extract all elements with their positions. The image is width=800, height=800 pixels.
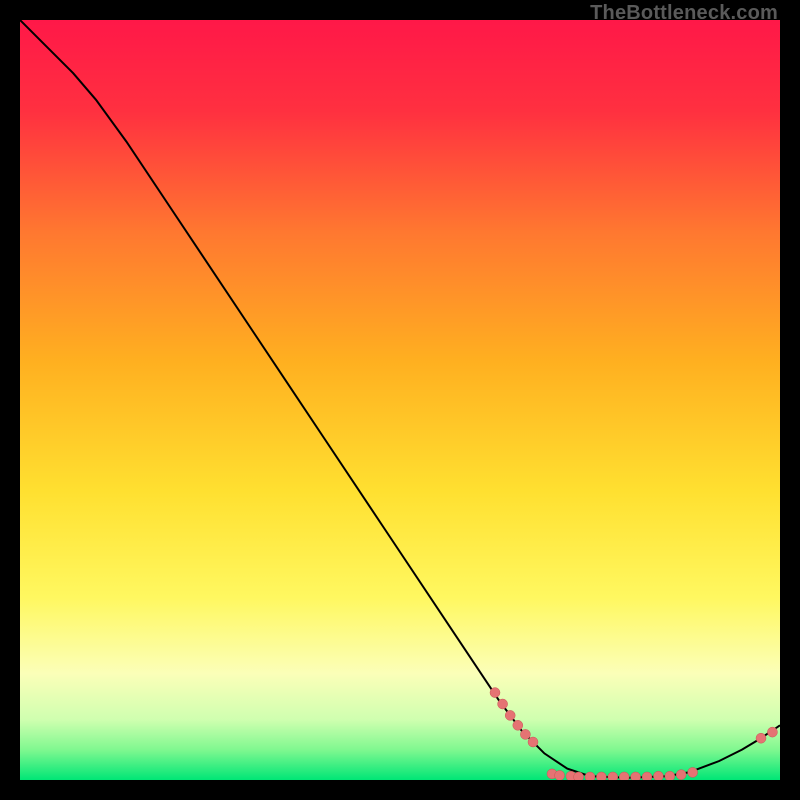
marker-point <box>653 771 663 780</box>
marker-point <box>596 772 606 780</box>
marker-point <box>528 737 538 747</box>
chart-svg <box>20 20 780 780</box>
marker-point <box>520 729 530 739</box>
plot-area <box>20 20 780 780</box>
marker-point <box>767 727 777 737</box>
marker-point <box>498 699 508 709</box>
gradient-background <box>20 20 780 780</box>
marker-point <box>756 733 766 743</box>
chart-container: TheBottleneck.com <box>0 0 800 800</box>
marker-point <box>490 688 500 698</box>
marker-point <box>585 772 595 780</box>
marker-point <box>642 772 652 780</box>
marker-point <box>619 772 629 780</box>
marker-point <box>665 771 675 780</box>
marker-point <box>505 710 515 720</box>
marker-point <box>631 772 641 780</box>
marker-point <box>608 772 618 780</box>
marker-point <box>688 767 698 777</box>
marker-point <box>574 772 584 780</box>
marker-point <box>555 770 565 780</box>
marker-point <box>676 770 686 780</box>
marker-point <box>513 720 523 730</box>
